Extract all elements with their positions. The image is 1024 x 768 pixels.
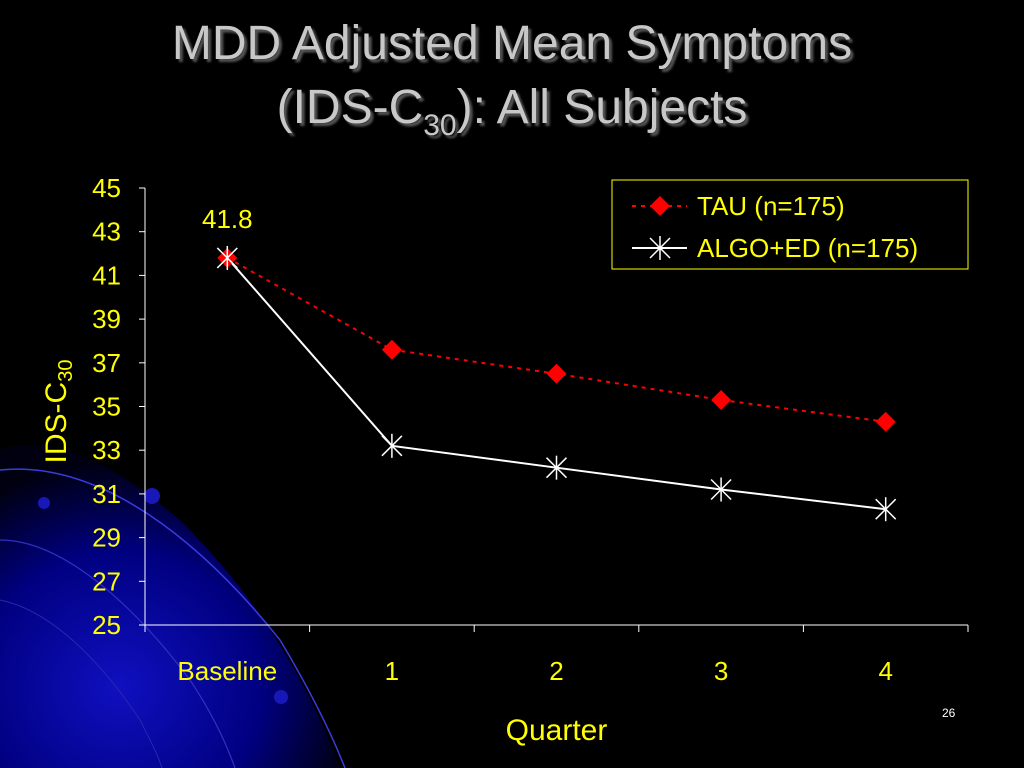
y-tick-label: 45 [92, 173, 121, 203]
y-tick-label: 35 [92, 392, 121, 422]
x-axis-title: Quarter [506, 714, 608, 747]
slide-title-line2: (IDS-C30): All Subjects [0, 84, 1024, 141]
y-tick-label: 25 [92, 610, 121, 640]
decoration-swoosh [0, 444, 340, 768]
y-tick-label: 39 [92, 304, 121, 334]
decoration-arc [0, 599, 163, 768]
algo-marker [875, 497, 897, 522]
legend-label: ALGO+ED (n=175) [697, 233, 918, 263]
decoration-arc [0, 539, 236, 768]
y-tick-label: 29 [92, 523, 121, 553]
slide-number: 26 [942, 706, 956, 720]
decoration-dot [38, 497, 50, 509]
y-tick-label: 33 [92, 435, 121, 465]
title-text-after-subscript: ): All Subjects [456, 81, 748, 134]
legend-label: TAU (n=175) [697, 191, 845, 221]
x-tick-label: 2 [549, 656, 563, 686]
title-subscript: 30 [423, 109, 457, 142]
legend-box [611, 179, 969, 270]
tau-marker [381, 339, 402, 360]
y-axis-title-subscript: 30 [55, 360, 77, 382]
slide-title-line1: MDD Adjusted Mean Symptoms [171, 17, 853, 70]
data-label: 41.8 [202, 204, 253, 234]
algo-marker [710, 477, 732, 502]
tau-marker [546, 363, 567, 384]
title-text-before-subscript: (IDS-C [276, 81, 424, 134]
x-tick-label: 3 [714, 656, 728, 686]
algo-marker [545, 455, 568, 480]
y-tick-label: 27 [92, 566, 121, 596]
decoration-arc [0, 468, 346, 768]
algo-marker [216, 245, 238, 270]
decoration-dot [144, 488, 160, 504]
y-axis-title-main: IDS-C [40, 382, 73, 464]
algo-marker [381, 433, 403, 458]
decoration-dot [274, 690, 288, 704]
tau-marker [711, 389, 732, 410]
x-tick-label: Baseline [177, 656, 277, 686]
y-axis-title: IDS-C30 [40, 360, 77, 464]
tau-marker [875, 411, 896, 432]
y-tick-label: 31 [92, 479, 121, 509]
algo-marker [649, 236, 671, 260]
y-tick-label: 43 [92, 217, 121, 247]
y-tick-label: 41 [92, 260, 121, 290]
x-tick-label: 4 [878, 656, 892, 686]
x-tick-label: 1 [385, 656, 399, 686]
tau-series-line [226, 257, 886, 423]
tau-marker [650, 196, 670, 216]
y-tick-label: 37 [92, 348, 121, 378]
